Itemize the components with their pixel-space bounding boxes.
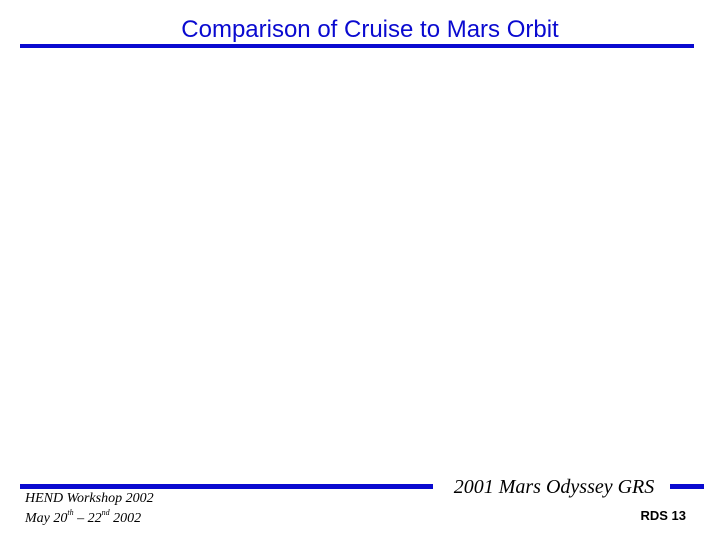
- title-underline: [20, 44, 694, 48]
- footer-rule-right: [670, 484, 704, 489]
- date-mid: – 22: [73, 511, 102, 526]
- footer-workshop-info: HEND Workshop 2002 May 20th – 22nd 2002: [25, 489, 154, 529]
- date-superscript-1: th: [67, 508, 74, 517]
- footer-rule-left: [20, 484, 433, 489]
- date-suffix: 2002: [109, 511, 142, 526]
- date-prefix: May 20: [25, 511, 68, 526]
- slide-title: Comparison of Cruise to Mars Orbit: [181, 16, 559, 43]
- footer-workshop-date: May 20th – 22nd 2002: [25, 508, 154, 529]
- footer-mission-name: 2001 Mars Odyssey GRS: [453, 476, 655, 498]
- page-number: RDS 13: [640, 508, 686, 523]
- date-superscript-2: nd: [101, 508, 110, 517]
- footer-workshop-name: HEND Workshop 2002: [25, 491, 154, 506]
